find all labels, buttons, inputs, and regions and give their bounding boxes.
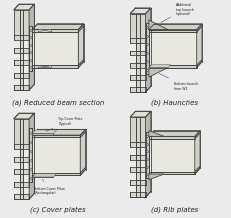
Polygon shape — [32, 135, 80, 137]
Polygon shape — [29, 4, 34, 90]
Polygon shape — [14, 65, 19, 73]
Polygon shape — [32, 29, 78, 32]
Text: (b) Haunches: (b) Haunches — [150, 100, 197, 106]
Polygon shape — [29, 113, 34, 199]
Polygon shape — [32, 24, 83, 29]
Polygon shape — [148, 30, 196, 32]
Polygon shape — [194, 131, 199, 139]
Polygon shape — [29, 26, 32, 71]
Polygon shape — [23, 174, 29, 182]
Polygon shape — [148, 136, 194, 139]
Polygon shape — [80, 132, 85, 173]
Polygon shape — [32, 65, 78, 68]
Polygon shape — [139, 43, 145, 51]
Polygon shape — [14, 113, 34, 119]
Polygon shape — [78, 24, 83, 32]
Polygon shape — [23, 65, 29, 73]
Polygon shape — [148, 139, 194, 172]
Polygon shape — [19, 10, 23, 90]
Polygon shape — [139, 55, 145, 63]
Polygon shape — [196, 24, 201, 32]
Polygon shape — [23, 78, 29, 85]
Polygon shape — [14, 162, 19, 169]
Polygon shape — [80, 129, 85, 137]
Polygon shape — [148, 65, 196, 68]
Polygon shape — [148, 68, 167, 77]
Polygon shape — [130, 43, 135, 51]
Polygon shape — [139, 160, 145, 167]
Polygon shape — [78, 26, 83, 65]
Polygon shape — [145, 111, 150, 197]
Polygon shape — [14, 119, 29, 199]
Polygon shape — [130, 117, 145, 197]
Polygon shape — [14, 174, 19, 182]
Polygon shape — [148, 131, 164, 136]
Polygon shape — [135, 14, 139, 92]
Polygon shape — [32, 174, 56, 177]
Polygon shape — [38, 29, 51, 32]
Polygon shape — [196, 60, 201, 68]
Polygon shape — [32, 133, 53, 135]
Polygon shape — [135, 117, 139, 197]
Polygon shape — [14, 4, 34, 10]
Polygon shape — [148, 172, 194, 174]
Polygon shape — [14, 187, 19, 194]
Polygon shape — [23, 40, 29, 48]
Polygon shape — [130, 68, 135, 75]
Text: Additional
top haunch
(optional): Additional top haunch (optional) — [160, 3, 193, 22]
Text: Top Cover Plate
(Typical): Top Cover Plate (Typical) — [45, 117, 82, 131]
Polygon shape — [145, 23, 148, 74]
Polygon shape — [32, 32, 78, 65]
Polygon shape — [139, 185, 145, 192]
Text: (d) Rib plates: (d) Rib plates — [150, 207, 197, 213]
Polygon shape — [14, 149, 19, 157]
Polygon shape — [130, 14, 145, 92]
Polygon shape — [38, 66, 51, 68]
Polygon shape — [139, 172, 145, 180]
Polygon shape — [194, 133, 199, 172]
Polygon shape — [148, 65, 170, 68]
Polygon shape — [196, 26, 201, 65]
Polygon shape — [32, 130, 56, 133]
Polygon shape — [148, 32, 196, 65]
Polygon shape — [130, 55, 135, 63]
Text: Bottom Cover Plate
(Rectangular): Bottom Cover Plate (Rectangular) — [34, 179, 65, 195]
Polygon shape — [148, 24, 201, 30]
Polygon shape — [23, 162, 29, 169]
Polygon shape — [148, 20, 167, 30]
Polygon shape — [130, 147, 135, 155]
Polygon shape — [32, 175, 53, 177]
Text: (c) Cover plates: (c) Cover plates — [30, 207, 85, 213]
Polygon shape — [32, 173, 80, 175]
Polygon shape — [23, 149, 29, 157]
Polygon shape — [130, 185, 135, 192]
Polygon shape — [130, 111, 150, 117]
Polygon shape — [23, 53, 29, 60]
Polygon shape — [14, 10, 29, 90]
Polygon shape — [130, 172, 135, 180]
Polygon shape — [130, 8, 150, 14]
Polygon shape — [148, 174, 164, 180]
Polygon shape — [14, 78, 19, 85]
Polygon shape — [145, 8, 150, 92]
Polygon shape — [23, 187, 29, 194]
Text: Bottom haunch
from W1: Bottom haunch from W1 — [158, 73, 197, 90]
Polygon shape — [29, 128, 32, 182]
Polygon shape — [139, 147, 145, 155]
Polygon shape — [80, 167, 85, 175]
Polygon shape — [32, 137, 80, 173]
Polygon shape — [194, 166, 199, 174]
Polygon shape — [14, 53, 19, 60]
Polygon shape — [130, 160, 135, 167]
Text: (a) Reduced beam section: (a) Reduced beam section — [12, 100, 103, 106]
Polygon shape — [139, 68, 145, 75]
Polygon shape — [145, 132, 148, 178]
Polygon shape — [19, 119, 23, 199]
Polygon shape — [32, 129, 85, 135]
Polygon shape — [130, 80, 135, 87]
Polygon shape — [148, 131, 199, 136]
Polygon shape — [14, 40, 19, 48]
Polygon shape — [78, 60, 83, 68]
Polygon shape — [139, 80, 145, 87]
